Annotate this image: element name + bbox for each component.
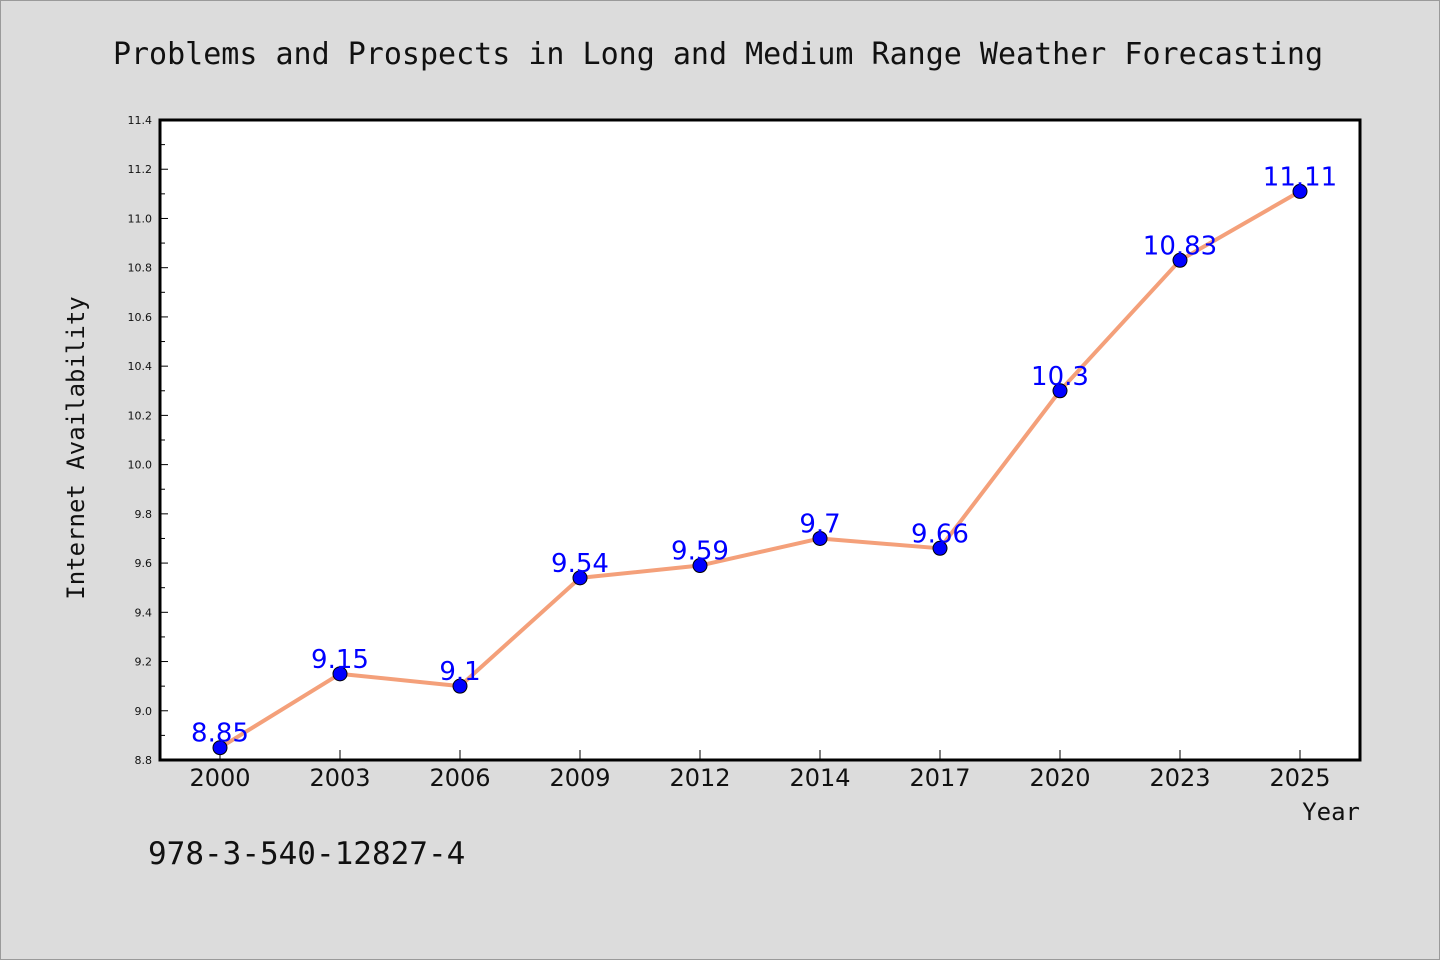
x-tick-label: 2020 [1029, 764, 1090, 792]
data-point [692, 558, 708, 574]
data-point [452, 678, 468, 694]
y-axis-title: Internet Availability [62, 296, 90, 599]
data-label: 9.59 [671, 537, 729, 567]
data-point [1292, 183, 1308, 199]
data-point [572, 570, 588, 586]
x-tick-label: 2000 [189, 764, 250, 792]
x-tick-label: 2012 [669, 764, 730, 792]
data-label: 10.3 [1031, 362, 1089, 392]
series-group [212, 183, 1308, 756]
y-tick-label: 10.6 [128, 311, 153, 324]
data-point [1172, 252, 1188, 268]
y-tick-label: 11.0 [128, 212, 153, 225]
data-label: 9.1 [439, 657, 480, 687]
plot-area [158, 118, 1362, 762]
data-label: 9.54 [551, 549, 609, 579]
data-label: 9.7 [799, 509, 840, 539]
data-point [812, 530, 828, 546]
data-label: 9.66 [911, 519, 969, 549]
x-axis-title: Year [1302, 798, 1360, 826]
y-tick-label: 10.2 [128, 409, 153, 422]
series-line [218, 189, 1301, 750]
data-label: 10.83 [1143, 231, 1217, 261]
y-tick-label: 9.0 [135, 705, 153, 718]
data-label: 9.15 [311, 645, 369, 675]
data-point [212, 740, 228, 756]
footer-isbn: 978-3-540-12827-4 [148, 836, 465, 872]
y-tick-label: 11.4 [128, 114, 153, 127]
y-tick-label: 10.0 [128, 459, 153, 472]
data-point [932, 540, 948, 556]
y-tick-label: 9.6 [135, 557, 153, 570]
x-tick-label: 2003 [309, 764, 370, 792]
y-tick-label: 10.8 [128, 262, 153, 275]
x-tick-label: 2009 [549, 764, 610, 792]
x-tick-label: 2017 [909, 764, 970, 792]
y-tick-label: 8.8 [135, 754, 153, 767]
x-tick-label: 2025 [1269, 764, 1330, 792]
data-point [332, 666, 348, 682]
x-tick-label: 2023 [1149, 764, 1210, 792]
y-tick-label: 9.4 [135, 606, 153, 619]
x-tick-label: 2014 [789, 764, 850, 792]
chart-title: Problems and Prospects in Long and Mediu… [113, 37, 1323, 72]
y-tick-label: 10.4 [128, 360, 153, 373]
y-tick-label: 11.2 [128, 163, 153, 176]
data-label: 11.11 [1263, 162, 1337, 192]
x-tick-label: 2006 [429, 764, 490, 792]
x-axis: 2000 2003 2006 2009 2012 2014 2017 2020 2023 2025 [189, 750, 1331, 792]
data-labels: 8.85 9.15 9.1 9.54 9.59 9.7 9.66 10.3 10.83 11.11 [191, 162, 1337, 748]
y-axis: 8.8 9.0 9.2 9.4 9.6 9.8 10.0 10.2 10.4 10.6 10.8 11… [128, 114, 168, 767]
data-label: 8.85 [191, 719, 249, 749]
y-tick-label: 9.8 [135, 508, 153, 521]
data-point [1052, 383, 1068, 399]
y-tick-label: 9.2 [135, 656, 153, 669]
